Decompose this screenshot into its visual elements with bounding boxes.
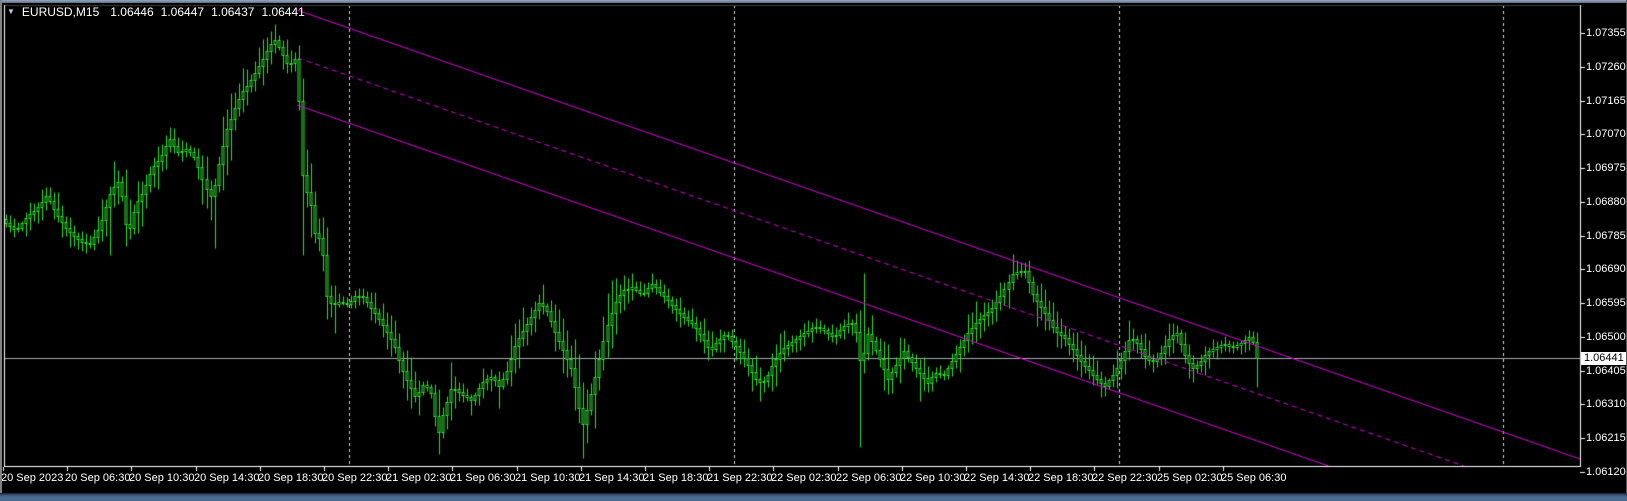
price-axis-label: 1.06690 <box>1586 263 1626 275</box>
quote-high: 1.06447 <box>160 5 205 19</box>
time-axis-label: 22 Sep 14:30 <box>964 472 1030 484</box>
time-axis-label: 20 Sep 10:30 <box>129 472 195 484</box>
ohlc-dropdown-icon[interactable]: ▼ <box>7 7 15 16</box>
time-axis-label: 21 Sep 18:30 <box>643 472 709 484</box>
price-axis-label: 1.06405 <box>1586 365 1626 377</box>
price-axis-label: 1.06120 <box>1586 466 1626 478</box>
time-axis-label: 21 Sep 06:30 <box>450 472 516 484</box>
symbol-period-label: EURUSD,M15 <box>21 5 100 19</box>
price-axis-label: 1.07260 <box>1586 61 1626 73</box>
current-price-tag: 1.06441 <box>1581 352 1627 365</box>
time-axis-label: 21 Sep 10:30 <box>515 472 581 484</box>
time-axis-label: 22 Sep 10:30 <box>900 472 966 484</box>
time-axis-label: 21 Sep 22:30 <box>707 472 773 484</box>
price-axis-label: 1.07355 <box>1586 27 1626 39</box>
price-axis-label: 1.06975 <box>1586 162 1626 174</box>
price-axis-label: 1.07070 <box>1586 128 1626 140</box>
time-axis-label: 20 Sep 2023 <box>1 472 64 484</box>
time-axis-label: 22 Sep 22:30 <box>1092 472 1158 484</box>
price-axis-label: 1.06785 <box>1586 230 1626 242</box>
window-border-bottom <box>0 493 1627 501</box>
chart-title: ▼ EURUSD,M15 1.06446 1.06447 1.06437 1.0… <box>7 5 312 19</box>
quote-low: 1.06437 <box>211 5 255 19</box>
time-axis-label: 21 Sep 14:30 <box>579 472 645 484</box>
price-axis-label: 1.06500 <box>1586 331 1626 343</box>
window-border-top <box>0 0 1627 3</box>
time-axis-label: 20 Sep 22:30 <box>322 472 388 484</box>
time-axis-label: 21 Sep 02:30 <box>386 472 452 484</box>
quote-close: 1.06441 <box>261 5 305 19</box>
time-axis-label: 20 Sep 06:30 <box>65 472 131 484</box>
time-axis-label: 22 Sep 06:30 <box>836 472 902 484</box>
time-axis-label: 20 Sep 18:30 <box>258 472 324 484</box>
price-axis-label: 1.06310 <box>1586 398 1626 410</box>
price-axis-label: 1.06215 <box>1586 432 1626 444</box>
price-axis-label: 1.06880 <box>1586 196 1626 208</box>
time-axis-label: 25 Sep 06:30 <box>1221 472 1287 484</box>
price-axis-label: 1.06595 <box>1586 297 1626 309</box>
time-axis-label: 22 Sep 18:30 <box>1028 472 1094 484</box>
time-axis-label: 22 Sep 02:30 <box>771 472 837 484</box>
window-border-left <box>0 0 2 493</box>
time-axis-label: 25 Sep 02:30 <box>1157 472 1223 484</box>
price-axis-label: 1.07165 <box>1586 95 1626 107</box>
time-axis-label: 20 Sep 14:30 <box>194 472 260 484</box>
quote-open: 1.06446 <box>110 5 154 19</box>
